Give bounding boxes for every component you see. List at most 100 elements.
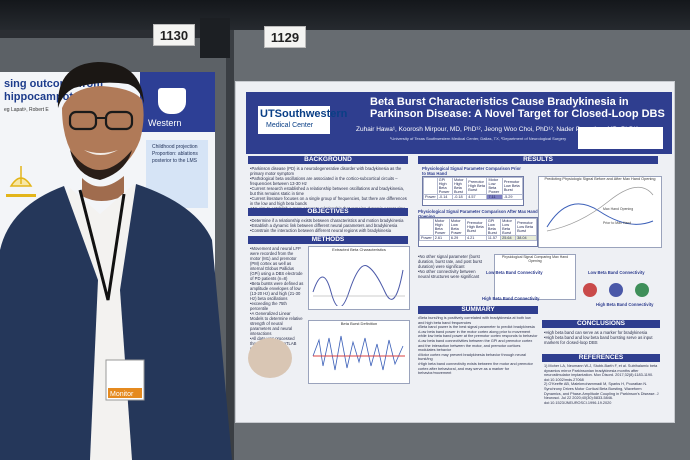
fig-label: Prior to Max Hand bbox=[603, 221, 632, 225]
connectivity-graphic bbox=[583, 283, 649, 297]
utsw-logo bbox=[258, 106, 330, 134]
neighbor-side-line: posterior to the LMS bbox=[152, 158, 198, 164]
bullet: •Beta bursts were defined as amplitude e… bbox=[250, 281, 304, 301]
neighbor-side-line: Proportion: ablations bbox=[152, 151, 198, 157]
table-header bbox=[423, 177, 438, 195]
section-summary: SUMMARY bbox=[418, 306, 538, 314]
table-header: Motor High Beta Power bbox=[432, 218, 450, 236]
ceiling bbox=[0, 0, 690, 30]
methods-plot-burst-definition: Beta Burst Definition bbox=[308, 320, 410, 384]
bullet: •Motor cortex may prevent bradykinesia b… bbox=[418, 352, 526, 362]
glasses-icon bbox=[68, 110, 134, 131]
table-cell: 2.61 bbox=[432, 235, 450, 241]
results-fig-max-hand: Physiological Signal Comparing Max Hand … bbox=[494, 254, 576, 300]
western-shield-logo bbox=[158, 88, 186, 114]
lanyard bbox=[78, 189, 126, 301]
results-table-after-grid: Motor High Beta Power Motor Low Beta Pow… bbox=[419, 218, 537, 241]
presenter-hair bbox=[57, 62, 145, 108]
table-cell: 4.57 bbox=[466, 194, 488, 200]
bullet: •exceeding the 75th percentile bbox=[250, 301, 287, 311]
neighbor-authors: eg Lapati¹, Robert E bbox=[4, 107, 49, 113]
neighbor-side-line: Childhood projection bbox=[152, 144, 198, 150]
table-cell: Power bbox=[419, 235, 434, 241]
bullet: •No other signal parameter (burst durati… bbox=[418, 254, 483, 269]
utsw-logo-main: UTSouthwestern bbox=[260, 108, 348, 120]
bullet: •Pathological beta oscillations are asso… bbox=[250, 176, 398, 186]
section-references: REFERENCES bbox=[542, 354, 660, 362]
bullet: •Establish a dynamic link between differ… bbox=[250, 223, 398, 228]
poster-title-line: Parkinson Disease: A Novel Target for Cl… bbox=[370, 108, 665, 120]
results-notes: •No other signal parameter (burst durati… bbox=[418, 254, 488, 279]
presenter-person: Monitor bbox=[0, 62, 232, 460]
fig-label: Max Hand Opening bbox=[603, 207, 634, 211]
poster-authors: Zuhair Hawa¹, Koorosh Mirpour, MD, PhD¹²… bbox=[356, 126, 639, 133]
bullet: •Beta band power is the best signal para… bbox=[418, 325, 535, 330]
results-fig-connectivity-low: Low Beta Band Connectivity bbox=[486, 270, 543, 275]
name-badge-stripe bbox=[108, 388, 142, 398]
table-header: Motor High Beta Burst bbox=[451, 177, 468, 195]
section-results: RESULTS bbox=[418, 156, 658, 164]
table-header: GPi High Beta Power bbox=[436, 177, 453, 195]
bullet: •Beta burst/ing is positively correlated… bbox=[418, 316, 531, 325]
results-table1-title: Physiological Signal Parameter Compariso… bbox=[422, 166, 521, 176]
bullet: •High beta band and low beta band bursti… bbox=[544, 335, 653, 345]
bullet: •High beta band can serve as a marker fo… bbox=[544, 330, 648, 335]
table-header: GPi Low Beta Burst bbox=[485, 218, 502, 236]
plot-title: Physiological Signal Comparing Max Hand … bbox=[501, 255, 569, 263]
prediction-curve-graphic bbox=[546, 187, 654, 232]
bullet: •Movement and neural LFP were recorded f… bbox=[250, 246, 303, 281]
reference: 1) Moher LA, Neumann W-J, Stubb-Barth F,… bbox=[544, 364, 658, 382]
table-cell: 38.04 bbox=[515, 235, 537, 241]
bullet: •Current research established a relation… bbox=[250, 186, 404, 191]
presenter-face bbox=[62, 86, 144, 180]
table-header: Motor Low Beta Power bbox=[448, 218, 466, 236]
results-table2-title: Physiological Signal Parameter Compariso… bbox=[418, 209, 538, 219]
results-table-prior: GPi High Beta Power Motor High Beta Burs… bbox=[422, 176, 524, 206]
bullet: •Current literature focuses on a single … bbox=[250, 196, 407, 201]
results-fig-connectivity-high: High Beta Band Connectivity bbox=[482, 296, 540, 301]
table-cell: 25.64 bbox=[500, 235, 517, 241]
results-table-prior-grid: GPi High Beta Power Motor High Beta Burs… bbox=[423, 177, 524, 200]
bullet: •A Generalized Linear Models to determin… bbox=[250, 311, 303, 336]
table-header: Motor Low Beta Burst bbox=[500, 218, 517, 236]
poster-title-line: Beta Burst Characteristics Cause Bradyki… bbox=[370, 96, 629, 108]
presenter-jacket-right bbox=[120, 184, 232, 460]
bullet: •High beta band connectivity exists betw… bbox=[418, 361, 533, 376]
bullet: •Low beta band power in the motor cortex… bbox=[418, 329, 538, 339]
results-fig-connectivity-low-2: Low Beta Band Connectivity bbox=[588, 270, 645, 275]
board-number-1130: 1130 bbox=[153, 24, 195, 46]
bullet: •Determine if a relationship exists betw… bbox=[250, 218, 404, 223]
plot-title: Beta Burst Definition bbox=[340, 321, 378, 326]
bullet: •Low beta band connectivities between th… bbox=[418, 338, 533, 353]
table-cell: -0.14 bbox=[436, 194, 453, 200]
plot-title: Extracted Beta Characteristics bbox=[332, 247, 386, 252]
table-header: Premotor Low Beta Burst bbox=[515, 218, 537, 236]
results-table-after: Motor High Beta Power Motor Low Beta Pow… bbox=[418, 217, 538, 247]
bullet: •Parkinson disease (PD) is a neurodegene… bbox=[250, 166, 402, 176]
table-cell: 7.11 bbox=[486, 194, 503, 200]
bullet: •No other connectivity between neural st… bbox=[418, 269, 480, 279]
research-poster: UTSouthwestern Medical Center Beta Burst… bbox=[236, 82, 674, 422]
board-number-1129: 1129 bbox=[264, 26, 306, 48]
references-text: 1) Moher LA, Neumann W-J, Stubb-Barth F,… bbox=[544, 364, 660, 405]
plot-title: Predicting Physiologic Signal Before and… bbox=[544, 177, 656, 181]
section-background: BACKGROUND bbox=[248, 156, 408, 164]
section-methods: METHODS bbox=[248, 236, 408, 244]
summary-text: •Beta burst/ing is positively correlated… bbox=[418, 316, 538, 376]
poster-title: Beta Burst Characteristics Cause Bradyki… bbox=[370, 96, 670, 120]
conference-logos bbox=[578, 127, 663, 149]
bullet: •Constrain the interaction between diffe… bbox=[250, 228, 392, 233]
presenter-jacket-left bbox=[0, 186, 98, 460]
table-header: Premotor High Beta Burst bbox=[466, 177, 488, 195]
neighbor-logo-text: Western bbox=[148, 118, 182, 128]
table-cell: Power bbox=[423, 194, 438, 200]
neighbor-illustration bbox=[6, 164, 36, 197]
section-conclusions: CONCLUSIONS bbox=[542, 320, 660, 328]
table-cell: -5.29 bbox=[501, 194, 524, 200]
table-header: Premotor Low Beta Burst bbox=[501, 177, 524, 195]
poster-affiliation: ¹University of Texas Southwestern Medica… bbox=[390, 136, 567, 141]
brain-illustration bbox=[248, 338, 292, 378]
table-cell: 4.21 bbox=[464, 235, 487, 241]
table-header: Motor Low Beta Power bbox=[486, 177, 503, 195]
